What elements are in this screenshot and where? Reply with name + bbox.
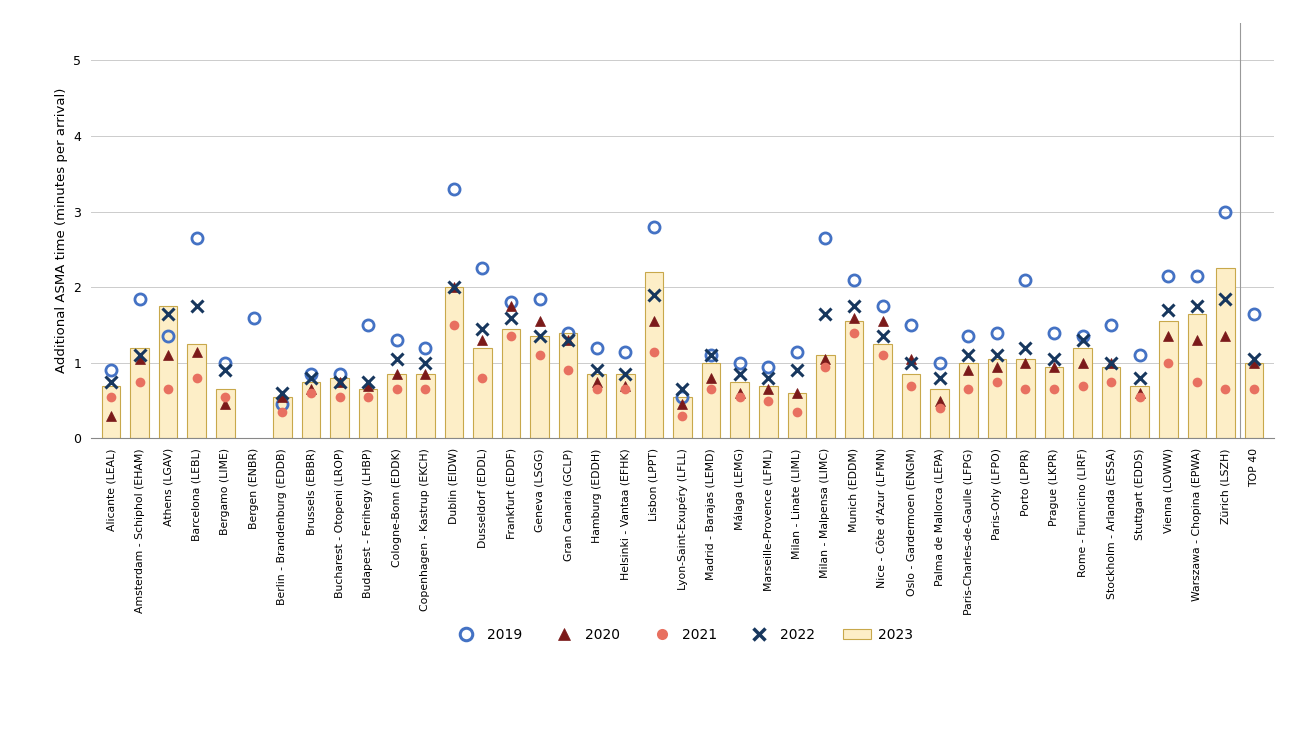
Bar [1216, 268, 1235, 438]
Bar [330, 378, 348, 438]
Bar [473, 348, 491, 438]
Bar [673, 397, 692, 438]
Bar [387, 374, 406, 438]
Bar [1188, 314, 1206, 438]
Legend: 2019, 2020, 2021, 2022, 2023: 2019, 2020, 2021, 2022, 2023 [447, 623, 918, 648]
Bar [416, 374, 434, 438]
Bar [1017, 359, 1035, 438]
Bar [445, 287, 463, 438]
Bar [1160, 321, 1178, 438]
Bar [1131, 386, 1149, 438]
Bar [502, 329, 520, 438]
Bar [273, 397, 291, 438]
Bar [159, 306, 177, 438]
Bar [931, 389, 949, 438]
Y-axis label: Additional ASMA time (minutes per arrival): Additional ASMA time (minutes per arriva… [55, 88, 68, 373]
Bar [1074, 348, 1092, 438]
Bar [731, 382, 749, 438]
Bar [759, 386, 777, 438]
Bar [1045, 367, 1063, 438]
Bar [788, 393, 806, 438]
Bar [874, 344, 892, 438]
Bar [530, 336, 549, 438]
Bar [616, 374, 634, 438]
Bar [845, 321, 863, 438]
Bar [902, 374, 920, 438]
Bar [216, 389, 234, 438]
Bar [959, 363, 978, 438]
Bar [559, 333, 577, 438]
Bar [359, 389, 377, 438]
Bar [988, 359, 1006, 438]
Bar [645, 272, 663, 438]
Bar [1244, 363, 1264, 438]
Bar [130, 348, 150, 438]
Bar [816, 355, 835, 438]
Bar [302, 382, 320, 438]
Bar [101, 386, 121, 438]
Bar [702, 363, 720, 438]
Bar [187, 344, 205, 438]
Bar [588, 374, 606, 438]
Bar [1102, 367, 1121, 438]
